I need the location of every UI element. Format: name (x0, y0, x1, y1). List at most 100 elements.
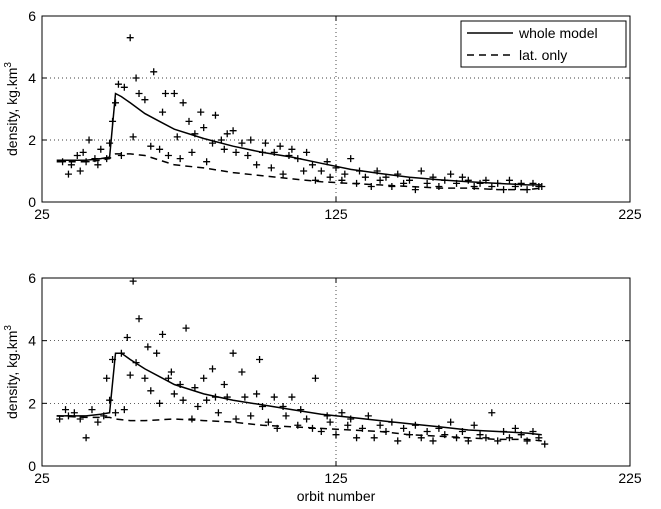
data-point-top (85, 136, 93, 144)
data-point-bottom (464, 437, 472, 445)
data-point-top (67, 161, 75, 169)
xlabel-bottom: orbit number (297, 488, 376, 504)
data-point-top (217, 136, 225, 144)
ticks-bottom: 25 125 225 0 2 4 6 (28, 270, 642, 486)
ylabel-bottom: density, kg.km3 (3, 325, 20, 419)
data-point-bottom (500, 428, 508, 436)
data-point-top (288, 145, 296, 153)
data-point-top (435, 183, 443, 190)
y-tick-label-top: 2 (28, 132, 36, 148)
data-point-bottom (288, 393, 296, 401)
data-point-top (423, 179, 431, 187)
data-point-bottom (370, 434, 378, 442)
data-point-bottom (176, 381, 184, 389)
data-point-top (517, 179, 525, 187)
data-point-top (373, 167, 381, 175)
data-point-top (338, 176, 346, 184)
data-point-top (97, 145, 105, 153)
gridlines-top (42, 16, 630, 202)
data-point-bottom (191, 384, 199, 392)
data-point-top (376, 176, 384, 184)
data-point-bottom (270, 393, 278, 401)
data-point-top (406, 176, 413, 184)
data-point-top (209, 139, 217, 147)
data-point-bottom (82, 434, 90, 442)
data-point-bottom (488, 409, 496, 417)
data-point-top (150, 68, 158, 76)
y-tick-label-bottom: 0 (28, 458, 36, 474)
data-point-top (356, 167, 364, 175)
data-point-bottom (64, 412, 72, 420)
legend: whole model lat. only (460, 20, 627, 68)
data-point-top (238, 139, 246, 147)
data-point-bottom (458, 428, 466, 436)
data-point-bottom (144, 343, 152, 351)
data-point-top (285, 152, 293, 159)
ylabel-top: density, kg.km3 (3, 62, 20, 156)
data-point-top (447, 170, 455, 178)
data-point-top (505, 176, 513, 184)
data-point-bottom (344, 421, 352, 429)
data-point-top (308, 161, 316, 169)
panel-top: 25 125 225 0 2 4 6 density, kg.km3 whole model… (3, 8, 642, 222)
data-point-bottom (429, 437, 437, 445)
data-point-bottom (247, 412, 255, 420)
data-point-bottom (470, 421, 478, 429)
data-point-bottom (406, 431, 413, 439)
data-point-bottom (476, 431, 484, 439)
data-point-top (382, 173, 390, 181)
data-point-bottom (211, 393, 219, 401)
data-point-bottom (517, 431, 525, 439)
data-point-bottom (259, 402, 266, 410)
data-point-top (303, 148, 311, 156)
data-point-bottom (523, 437, 531, 445)
y-tick-label-bottom: 6 (28, 270, 36, 286)
data-point-bottom (494, 437, 502, 445)
data-point-top (323, 158, 331, 166)
x-tick-label-bottom: 125 (324, 470, 348, 486)
legend-label-whole-model: whole model (518, 25, 598, 41)
y-tick-label-top: 4 (28, 70, 36, 86)
data-point-bottom (264, 418, 272, 426)
data-point-bottom (423, 428, 431, 436)
data-point-top (106, 139, 114, 147)
data-point-bottom (294, 421, 302, 429)
data-point-top (103, 155, 111, 163)
y-tick-label-top: 6 (28, 8, 36, 24)
ticks-top: 25 125 225 0 2 4 6 (28, 8, 642, 222)
data-point-bottom (141, 374, 149, 382)
data-point-top (112, 99, 119, 107)
data-point-bottom (535, 434, 543, 442)
y-tick-label-top: 0 (28, 194, 36, 210)
data-point-bottom (159, 330, 167, 338)
data-point-top (185, 117, 193, 125)
data-point-top (367, 183, 375, 190)
data-point-top (173, 133, 181, 141)
series-line-lat-only-top (56, 153, 542, 191)
data-point-top (326, 173, 334, 181)
data-point-top (276, 142, 284, 150)
data-point-bottom (132, 359, 140, 367)
data-point-top (361, 173, 369, 181)
data-point-bottom (317, 428, 325, 436)
data-point-top (232, 148, 240, 156)
data-point-top (538, 183, 546, 190)
series-line-whole-model-top (56, 92, 542, 186)
data-point-bottom (209, 365, 217, 373)
data-point-bottom (273, 424, 281, 432)
data-point-bottom (100, 412, 108, 420)
data-point-top (73, 152, 81, 159)
data-point-bottom (358, 424, 366, 432)
data-point-top (200, 124, 208, 132)
data-point-bottom (297, 406, 305, 414)
data-point-top (82, 158, 90, 166)
data-point-top (400, 179, 408, 187)
data-point-bottom (229, 349, 237, 357)
data-point-bottom (347, 415, 355, 423)
data-point-bottom (200, 374, 208, 382)
data-point-top (247, 136, 255, 144)
data-point-bottom (447, 418, 455, 426)
data-point-top (94, 161, 102, 169)
data-point-bottom (106, 396, 114, 404)
data-point-bottom (220, 381, 228, 389)
